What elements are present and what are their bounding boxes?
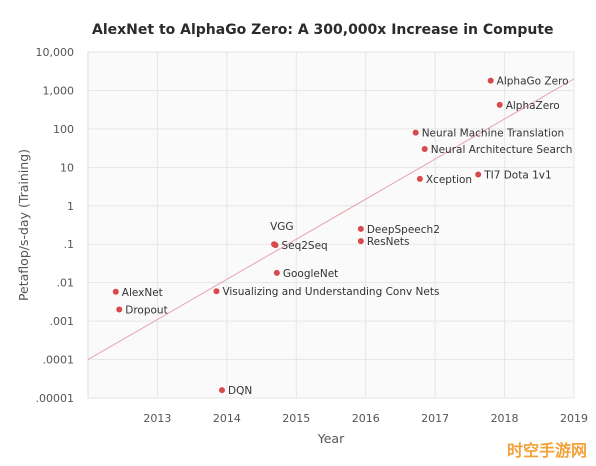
y-tick-label: .1 (64, 238, 75, 251)
y-tick-label: 10,000 (36, 46, 75, 59)
data-point-label: GoogleNet (283, 268, 338, 280)
data-point-label: Seq2Seq (281, 240, 327, 252)
data-point-label: Xception (426, 174, 472, 186)
x-tick-label: 2019 (560, 412, 588, 425)
x-tick-labels: 2013 2014 2015 2016 2017 2018 2019 (143, 412, 588, 425)
y-tick-label: 100 (53, 123, 74, 136)
data-point-label: VGG (270, 221, 293, 233)
data-point-label: AlphaZero (506, 100, 560, 112)
watermark: 时空手游网 (507, 441, 587, 460)
data-point-label: DeepSpeech2 (367, 224, 440, 236)
data-point (421, 145, 428, 152)
data-point (416, 175, 423, 182)
data-point-label: Visualizing and Understanding Conv Nets (222, 286, 439, 298)
y-tick-label: .001 (50, 315, 75, 328)
y-tick-label: 1 (67, 200, 74, 213)
y-tick-label: 10 (60, 161, 74, 174)
x-tick-label: 2016 (352, 412, 380, 425)
data-point-label: Dropout (125, 305, 167, 317)
y-gridlines (88, 51, 574, 399)
data-point (272, 242, 279, 249)
data-point (496, 101, 503, 108)
data-point-label: Neural Architecture Search (431, 144, 573, 156)
data-point-label: AlphaGo Zero (497, 76, 569, 88)
data-point-label: DQN (228, 385, 252, 397)
x-axis-label: Year (317, 431, 345, 446)
plot-area (87, 51, 575, 399)
data-point (116, 306, 123, 313)
data-point (357, 225, 364, 232)
data-point (218, 387, 225, 394)
y-tick-label: .01 (57, 277, 75, 290)
data-point (213, 288, 220, 295)
data-point (112, 288, 119, 295)
data-point-label: TI7 Dota 1v1 (483, 170, 552, 182)
chart-title: AlexNet to AlphaGo Zero: A 300,000x Incr… (92, 22, 554, 38)
data-point-label: Neural Machine Translation (422, 128, 564, 140)
trend-line (87, 78, 575, 360)
data-point-label: ResNets (367, 236, 410, 248)
data-point (357, 238, 364, 245)
data-point (487, 77, 494, 84)
x-gridlines (156, 52, 575, 398)
y-tick-label: .00001 (36, 392, 75, 405)
data-point (475, 171, 482, 178)
data-point-label: AlexNet (122, 287, 163, 299)
x-tick-label: 2013 (143, 412, 171, 425)
y-tick-labels: 10,000 1,000 100 10 1 .1 .01 .001 .0001 .00001 (36, 46, 75, 405)
y-tick-label: 1,000 (43, 84, 75, 97)
data-point (273, 269, 280, 276)
y-tick-label: .0001 (43, 354, 75, 367)
data-point (412, 129, 419, 136)
x-tick-label: 2017 (421, 412, 449, 425)
x-tick-label: 2015 (282, 412, 310, 425)
x-tick-label: 2018 (491, 412, 519, 425)
x-tick-label: 2014 (213, 412, 241, 425)
y-axis-label: Petaflop/s-day (Training) (16, 149, 31, 301)
data-points: AlexNet Dropout Visualizing and Understand… (112, 76, 573, 397)
